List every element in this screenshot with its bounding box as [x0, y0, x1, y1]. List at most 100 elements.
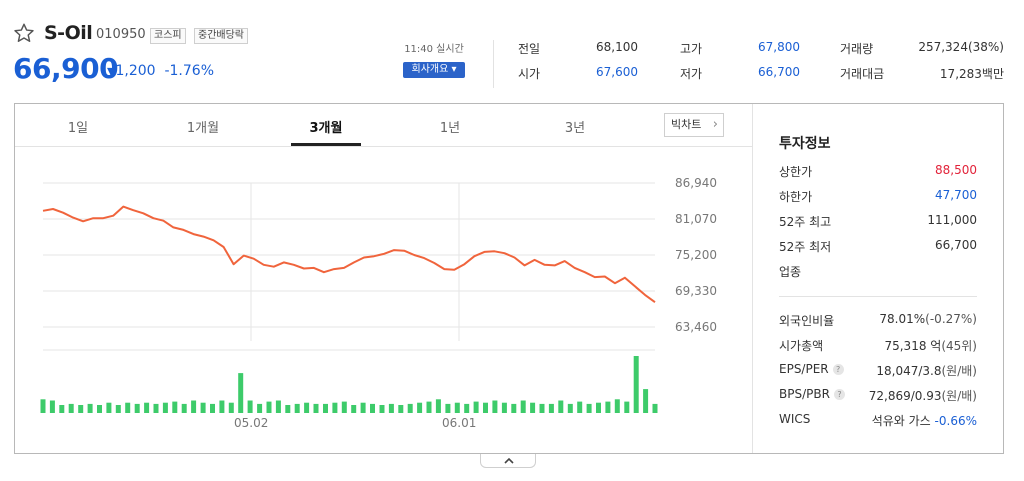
- volume-bar: [492, 400, 498, 413]
- sector-label: 업종: [779, 265, 802, 279]
- y-tick-label: 63,460: [675, 320, 717, 334]
- wics-row: WICS 석유와 가스 -0.66%: [779, 412, 977, 430]
- volume-bar: [398, 405, 404, 413]
- bigchart-button[interactable]: 빅차트 ›: [664, 113, 724, 137]
- foreign-ratio-value: 78.01%(-0.27%): [879, 312, 977, 326]
- dividend-badge: 중간배당락: [194, 28, 248, 44]
- volume-bar: [40, 399, 46, 413]
- foreign-ratio-row: 외국인비율 78.01%(-0.27%): [779, 312, 977, 330]
- volume-bar: [360, 402, 366, 413]
- volume-bar: [191, 400, 197, 413]
- volume-bar: [247, 400, 253, 413]
- volume-bar: [624, 401, 630, 413]
- period-tabs: 1일 1개월 3개월 1년 3년 빅차트 ›: [15, 104, 752, 147]
- volume-bar: [577, 401, 583, 413]
- stock-name: S-Oil: [44, 22, 93, 44]
- volume-bar: [539, 403, 545, 413]
- volume-bar: [530, 402, 536, 413]
- volume-bar: [548, 403, 554, 413]
- realtime-label: 11:40 실시간: [404, 44, 464, 55]
- market-cap-value: 75,318 억(45위): [884, 337, 977, 354]
- tab-1d[interactable]: 1일: [67, 121, 89, 136]
- volume-bar: [435, 399, 441, 413]
- foreign-ratio-number: 78.01%: [879, 312, 926, 326]
- tab-3y[interactable]: 3년: [564, 121, 586, 136]
- volume-bar: [633, 356, 639, 413]
- volume-value: 257,324(38%): [918, 40, 1004, 54]
- volume-bar: [304, 402, 310, 413]
- volume-bar: [388, 403, 394, 413]
- bps-pbr-row: BPS/PBR? 72,869/0.93(원/배): [779, 387, 977, 405]
- volume-bar: [464, 403, 470, 413]
- y-tick-label: 75,200: [675, 248, 717, 262]
- volume-bar: [605, 401, 611, 413]
- volume-bar: [97, 405, 102, 413]
- bigchart-label: 빅차트: [671, 118, 702, 131]
- volume-label: 거래량: [840, 42, 874, 56]
- help-icon[interactable]: ?: [832, 364, 844, 375]
- volume-bar: [87, 403, 93, 413]
- wics-change: -0.66%: [934, 414, 977, 428]
- volume-bar: [614, 399, 620, 413]
- eps-per-unit: (원/배): [941, 364, 978, 378]
- chevron-up-icon: [504, 457, 514, 464]
- tab-1m[interactable]: 1개월: [186, 121, 220, 136]
- low-value: 66,700: [758, 65, 800, 79]
- w52-high-row: 52주 최고 111,000: [779, 213, 977, 231]
- open-label: 시가: [518, 67, 541, 81]
- y-tick-label: 69,330: [675, 284, 717, 298]
- volume-bar: [501, 402, 507, 413]
- volume-bar: [228, 402, 234, 413]
- lower-limit-value: 47,700: [935, 188, 977, 202]
- volume-bar: [162, 402, 168, 413]
- eps-per-row: EPS/PER? 18,047/3.8(원/배): [779, 362, 977, 380]
- price-chart: 86,940 81,070 75,200 69,330 63,460 05.02 06.01: [40, 176, 717, 430]
- volume-bar: [643, 389, 649, 413]
- volume-bar: [59, 405, 65, 413]
- w52-low-value: 66,700: [935, 238, 977, 252]
- x-tick-label: 05.02: [234, 416, 268, 430]
- volume-bar: [370, 403, 375, 413]
- open-value: 67,600: [596, 65, 638, 79]
- w52-high-value: 111,000: [927, 213, 977, 227]
- tab-3m[interactable]: 3개월: [309, 121, 343, 136]
- star-outline-icon[interactable]: [13, 22, 35, 44]
- high-label: 고가: [680, 42, 703, 56]
- volume-bar: [511, 403, 517, 413]
- tab-1y[interactable]: 1년: [439, 121, 461, 136]
- volume-bar: [181, 403, 187, 413]
- company-overview-button[interactable]: 회사개요 ▾: [403, 62, 465, 78]
- help-icon[interactable]: ?: [833, 389, 845, 400]
- eps-per-label-text: EPS/PER: [779, 362, 829, 376]
- low-label: 저가: [680, 67, 703, 81]
- volume-bar: [144, 402, 150, 413]
- y-tick-label: 81,070: [675, 212, 717, 226]
- price-line: [42, 205, 656, 304]
- volume-bar: [351, 405, 357, 413]
- change-value: 1,200: [115, 63, 156, 79]
- volume-bar: [332, 402, 338, 413]
- market-cap-row: 시가총액 75,318 억(45위): [779, 337, 977, 355]
- collapse-chart-button[interactable]: [480, 454, 536, 468]
- x-tick-label: 06.01: [442, 416, 476, 430]
- high-value: 67,800: [758, 40, 800, 54]
- sector-row: 업종: [779, 263, 977, 281]
- lower-limit-row: 하한가 47,700: [779, 188, 977, 206]
- foreign-ratio-label: 외국인비율: [779, 314, 835, 328]
- bps-pbr-number: 72,869/0.93: [868, 389, 942, 403]
- stock-code: 010950: [96, 27, 146, 42]
- volume-bar: [323, 403, 328, 413]
- eps-per-value: 18,047/3.8(원/배): [876, 362, 977, 379]
- wics-value[interactable]: 석유와 가스 -0.66%: [872, 412, 977, 429]
- volume-bar: [125, 402, 131, 413]
- current-price: 66,900: [13, 52, 119, 85]
- eps-per-label: EPS/PER?: [779, 362, 844, 376]
- volume-bar: [417, 402, 423, 413]
- bps-pbr-label-text: BPS/PBR: [779, 387, 830, 401]
- volume-bar: [172, 401, 178, 413]
- prev-close-label: 전일: [518, 42, 541, 56]
- upper-limit-label: 상한가: [779, 165, 813, 179]
- volume-bar: [106, 402, 112, 413]
- eps-per-number: 18,047/3.8: [876, 364, 942, 378]
- investment-info-title: 투자정보: [779, 136, 831, 152]
